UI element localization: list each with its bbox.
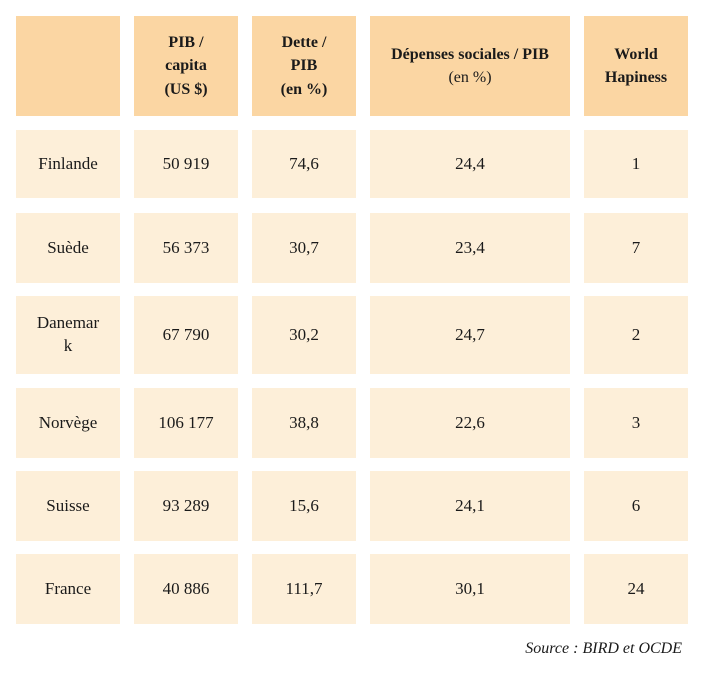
country-label: France <box>44 578 92 598</box>
row-danemark-pib: 67 790 <box>134 296 238 374</box>
pib-value: 40 886 <box>162 578 210 598</box>
depenses-value: 22,6 <box>455 412 485 432</box>
row-france-dette: 111,7 <box>252 554 356 624</box>
world-value: 7 <box>631 237 641 257</box>
row-france-pib: 40 886 <box>134 554 238 624</box>
row-suede-world: 7 <box>584 213 688 283</box>
row-suede-depenses: 23,4 <box>370 213 570 283</box>
header-dette-line-3: (en %) <box>280 80 328 98</box>
row-norvege-world: 3 <box>584 388 688 458</box>
country-label-line-2: k <box>63 336 73 355</box>
depenses-value: 24,4 <box>455 153 485 173</box>
pib-value: 106 177 <box>158 412 214 432</box>
header-world-line-2: Hapiness <box>604 69 668 86</box>
row-finlande-depenses: 24,4 <box>370 130 570 198</box>
world-value: 3 <box>631 412 641 432</box>
header-dette-line-1: Dette / <box>281 34 327 52</box>
row-suede-dette: 30,7 <box>252 213 356 283</box>
pib-value: 50 919 <box>162 153 210 173</box>
world-value: 6 <box>631 495 641 515</box>
row-norvege-country: Norvège <box>16 388 120 458</box>
header-depenses-sociales: Dépenses sociales / PIB (en %) <box>370 16 570 116</box>
row-norvege-dette: 38,8 <box>252 388 356 458</box>
country-label: Suède <box>47 237 89 257</box>
header-depenses-line-2: (en %) <box>448 69 492 86</box>
row-suisse-world: 6 <box>584 471 688 541</box>
world-value: 2 <box>631 324 641 344</box>
depenses-value: 24,1 <box>455 495 485 515</box>
row-suede-country: Suède <box>16 213 120 283</box>
header-world-happiness: World Hapiness <box>584 16 688 116</box>
row-danemark-depenses: 24,7 <box>370 296 570 374</box>
row-suisse-dette: 15,6 <box>252 471 356 541</box>
depenses-value: 24,7 <box>455 324 485 344</box>
pib-value: 56 373 <box>162 237 210 257</box>
row-danemark-dette: 30,2 <box>252 296 356 374</box>
world-value: 24 <box>627 578 645 598</box>
header-dette-line-2: PIB <box>290 57 318 75</box>
row-suisse-country: Suisse <box>16 471 120 541</box>
depenses-value: 30,1 <box>455 578 485 598</box>
country-label: Finlande <box>38 153 98 173</box>
row-finlande-pib: 50 919 <box>134 130 238 198</box>
row-finlande-country: Finlande <box>16 130 120 198</box>
country-label-line-1: Danemar <box>36 313 100 333</box>
depenses-value: 23,4 <box>455 237 485 257</box>
row-france-country: France <box>16 554 120 624</box>
dette-value: 74,6 <box>289 153 319 173</box>
row-france-depenses: 30,1 <box>370 554 570 624</box>
row-france-world: 24 <box>584 554 688 624</box>
pib-value: 93 289 <box>162 495 210 515</box>
row-suede-pib: 56 373 <box>134 213 238 283</box>
row-finlande-world: 1 <box>584 130 688 198</box>
dette-value: 111,7 <box>285 578 323 598</box>
dette-value: 30,7 <box>289 237 319 257</box>
dette-value: 15,6 <box>289 495 319 515</box>
country-label: Norvège <box>38 412 98 432</box>
header-corner <box>16 16 120 116</box>
row-finlande-dette: 74,6 <box>252 130 356 198</box>
header-pib-line-2: capita <box>165 57 207 75</box>
row-suisse-pib: 93 289 <box>134 471 238 541</box>
dette-value: 30,2 <box>289 324 319 344</box>
source-note: Source : BIRD et OCDE <box>525 640 682 657</box>
header-pib-line-3: (US $) <box>164 80 208 98</box>
row-danemark-country: Danemar k <box>16 296 120 374</box>
row-norvege-pib: 106 177 <box>134 388 238 458</box>
header-world-line-1: World <box>614 45 658 63</box>
header-pib-capita: PIB / capita (US $) <box>134 16 238 116</box>
header-depenses-line-1: Dépenses sociales / PIB <box>391 45 549 63</box>
row-norvege-depenses: 22,6 <box>370 388 570 458</box>
dette-value: 38,8 <box>289 412 319 432</box>
pib-value: 67 790 <box>162 324 210 344</box>
country-label: Suisse <box>46 495 90 515</box>
world-value: 1 <box>631 153 641 173</box>
header-dette-pib: Dette / PIB (en %) <box>252 16 356 116</box>
row-suisse-depenses: 24,1 <box>370 471 570 541</box>
header-pib-line-1: PIB / <box>168 34 204 52</box>
row-danemark-world: 2 <box>584 296 688 374</box>
